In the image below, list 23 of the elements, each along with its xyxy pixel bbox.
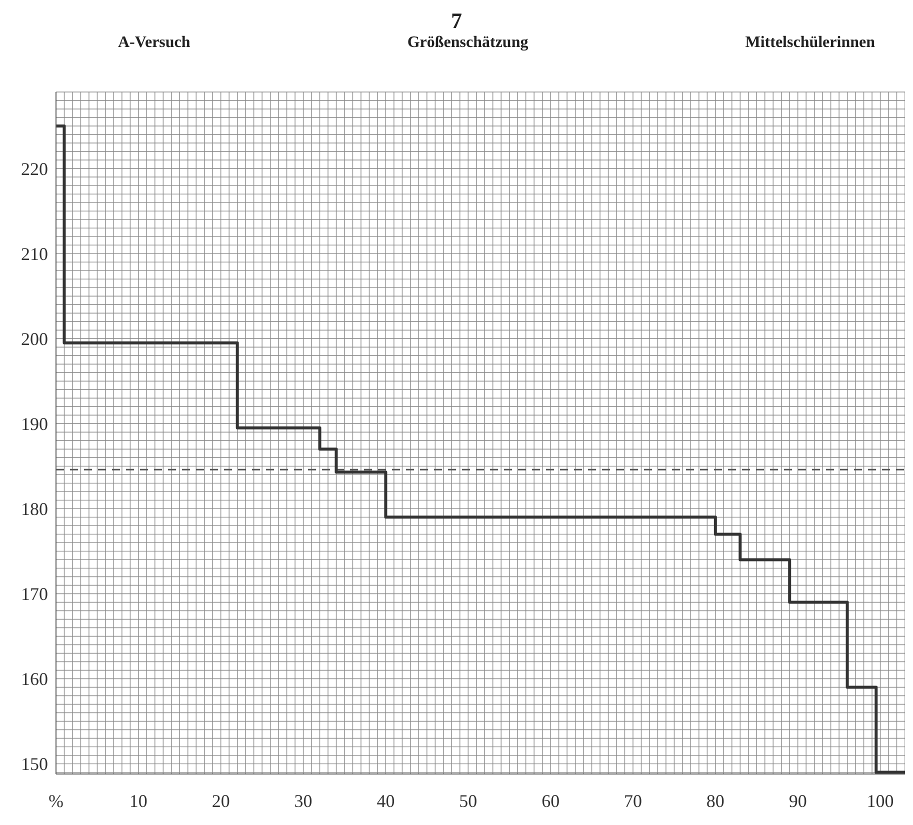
- y-tick-label: 150: [21, 754, 48, 774]
- x-tick-label: 100: [866, 790, 894, 811]
- text: 7: [450, 8, 463, 34]
- y-tick-label: 190: [21, 414, 48, 434]
- y-tick-label: 220: [21, 158, 48, 179]
- y-tick-label: 160: [21, 669, 48, 690]
- x-tick-label: 20: [212, 790, 230, 811]
- y-tick-label: 210: [21, 244, 48, 264]
- x-tick-label: 30: [294, 790, 312, 811]
- x-tick-label: %: [48, 790, 64, 811]
- x-tick-label: 80: [706, 790, 724, 811]
- x-tick-label: 10: [129, 790, 148, 811]
- y-tick-label: 200: [21, 329, 48, 349]
- y-tick-label: 170: [21, 584, 48, 604]
- x-tick-label: 70: [624, 790, 642, 811]
- x-tick-label: 40: [376, 790, 395, 811]
- x-tick-label: 50: [459, 790, 478, 811]
- text: A-Versuch: [118, 34, 190, 53]
- x-tick-label: 90: [788, 790, 807, 811]
- chart-title: Größenschätzung: [407, 34, 528, 53]
- text: Mittelschülerinnen: [745, 34, 875, 53]
- y-tick-label: 180: [21, 499, 48, 520]
- x-tick-label: 60: [542, 790, 560, 811]
